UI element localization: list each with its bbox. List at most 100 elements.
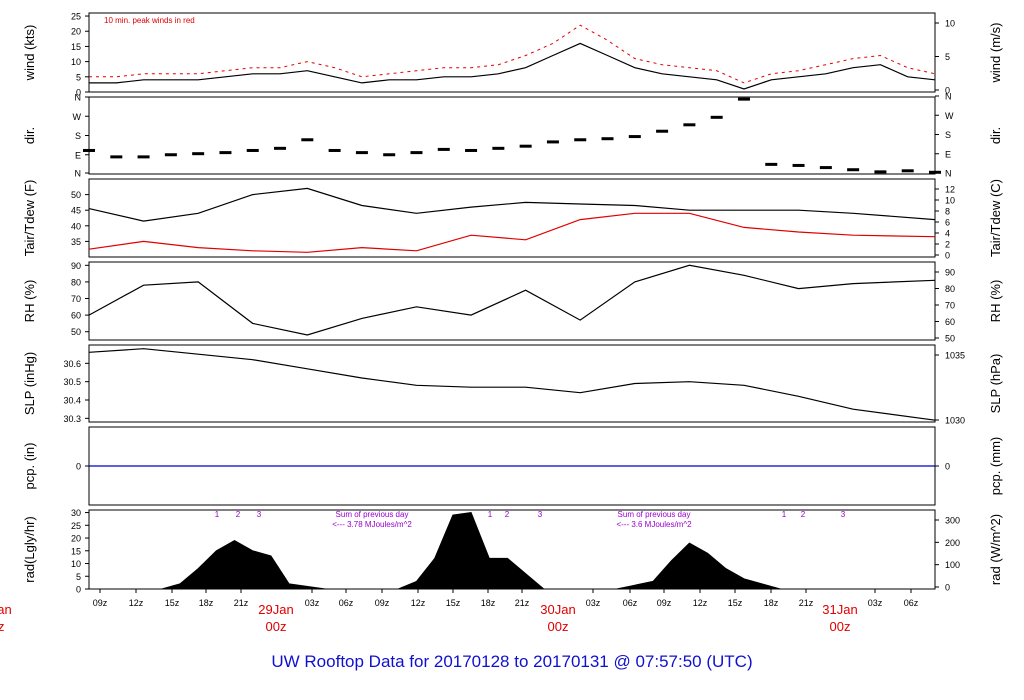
dir-point [601, 137, 614, 141]
hour-marker: 1 [215, 510, 220, 519]
x-tick-label: 21z [799, 598, 814, 608]
panel-frame [88, 96, 936, 175]
y-label-right: pcp. (mm) [988, 437, 1003, 496]
day-label-hour: 00z [0, 619, 4, 634]
tick-label-left: 30 [71, 508, 81, 518]
series-line-1 [89, 42, 936, 90]
tick-label-right: 70 [945, 301, 955, 311]
tick-label-right: 10 [945, 19, 955, 29]
x-tick-label: 03z [868, 598, 883, 608]
x-tick-label: 12z [411, 598, 426, 608]
tick-label-right: 90 [945, 268, 955, 278]
series-line-1 [88, 187, 936, 222]
x-tick-label: 03z [586, 598, 601, 608]
series-line-2 [89, 24, 936, 84]
dir-point [110, 155, 123, 159]
y-label-left: Tair/Tdew (F) [22, 180, 37, 257]
tick-label-left: 30.5 [63, 377, 81, 387]
peak-winds-annotation: 10 min. peak winds in red [104, 16, 195, 25]
tick-label-right: 8 [945, 207, 950, 217]
day-label-date: 31Jan [822, 602, 857, 617]
tick-label-left: 0 [76, 88, 81, 98]
tick-label-right: 80 [945, 284, 955, 294]
x-tick-label: 06z [904, 598, 919, 608]
series-line-1 [88, 264, 936, 336]
radiation-sum-value: <--- 3.78 MJoules/m^2 [332, 520, 412, 529]
dir-point [274, 146, 287, 150]
hour-marker: 2 [801, 510, 806, 519]
dir-point [410, 151, 423, 155]
tick-label-right: E [945, 149, 951, 159]
hour-marker: 3 [257, 510, 262, 519]
tick-label-left: 5 [76, 72, 81, 82]
x-tick-label: 18z [199, 598, 214, 608]
y-label-left: pcp. (in) [22, 443, 37, 490]
dir-point [874, 170, 887, 174]
x-tick-label: 15z [165, 598, 180, 608]
chart-title: UW Rooftop Data for 20170128 to 20170131… [271, 652, 752, 671]
tick-label-left: E [75, 150, 81, 160]
dir-point [355, 151, 368, 155]
y-label-left: RH (%) [22, 280, 37, 323]
y-label-right: SLP (hPa) [988, 354, 1003, 414]
y-label-right: Tair/Tdew (C) [988, 179, 1003, 257]
x-tick-label: 09z [375, 598, 390, 608]
tick-label-left: 15 [71, 42, 81, 52]
tick-label-left: 30.6 [63, 359, 81, 369]
x-tick-label: 03z [305, 598, 320, 608]
tick-label-right: 5 [945, 52, 950, 62]
dir-point [164, 153, 177, 157]
hour-marker: 3 [841, 510, 846, 519]
dir-point [628, 135, 641, 139]
tick-label-left: W [73, 112, 82, 122]
dir-point [683, 123, 696, 127]
tick-label-right: 200 [945, 538, 960, 548]
radiation-sum-value: <--- 3.6 MJoules/m^2 [616, 520, 692, 529]
panel-6: pcp. (in) pcp. (mm) 0 0 [22, 426, 1003, 506]
tick-label-right: 0 [945, 86, 950, 96]
day-label-date: 30Jan [540, 602, 575, 617]
tick-label-left: 60 [71, 311, 81, 321]
tick-label-left: 50 [71, 327, 81, 337]
radiation-sum-annotation: Sum of previous day [618, 510, 691, 519]
dir-point [546, 140, 559, 144]
tick-label-right: 1035 [945, 351, 965, 361]
hour-marker: 3 [538, 510, 543, 519]
dir-point [656, 129, 669, 133]
tick-label-right: 2 [945, 240, 950, 250]
tick-label-right: N [945, 169, 952, 179]
series-line-2 [88, 212, 936, 253]
tick-label-right: 0 [945, 583, 950, 593]
tick-label-left: 35 [71, 237, 81, 247]
dir-point [574, 138, 587, 142]
panel-3: Tair/Tdew (F) Tair/Tdew (C)35404550024681… [22, 178, 1003, 261]
x-tick-label: 18z [481, 598, 496, 608]
tick-label-left: 30.3 [63, 414, 81, 424]
tick-label-left: 25 [71, 521, 81, 531]
x-tick-label: 06z [339, 598, 354, 608]
dir-point [765, 162, 778, 166]
tick-label-left: 5 [76, 572, 81, 582]
tick-label-right: W [945, 111, 954, 121]
x-tick-label: 15z [446, 598, 461, 608]
panel-frame [88, 344, 936, 423]
dir-point [847, 168, 860, 172]
day-label-hour: 00z [266, 619, 287, 634]
dir-point [492, 146, 505, 150]
tick-label-right: 4 [945, 229, 950, 239]
tick-label-right: S [945, 130, 951, 140]
hour-marker: 2 [236, 510, 241, 519]
day-label-date: 28Jan [0, 602, 12, 617]
tick-label-right: 6 [945, 218, 950, 228]
tick-label-left: 50 [71, 190, 81, 200]
x-tick-label: 21z [515, 598, 530, 608]
dir-point [519, 144, 532, 148]
tick-label-left: 70 [71, 294, 81, 304]
tick-label-right: 12 [945, 185, 955, 195]
series-line-1 [88, 348, 936, 421]
tick-label-right: 0 [945, 251, 950, 261]
dir-point [246, 148, 259, 152]
tick-label-left: 90 [71, 261, 81, 271]
